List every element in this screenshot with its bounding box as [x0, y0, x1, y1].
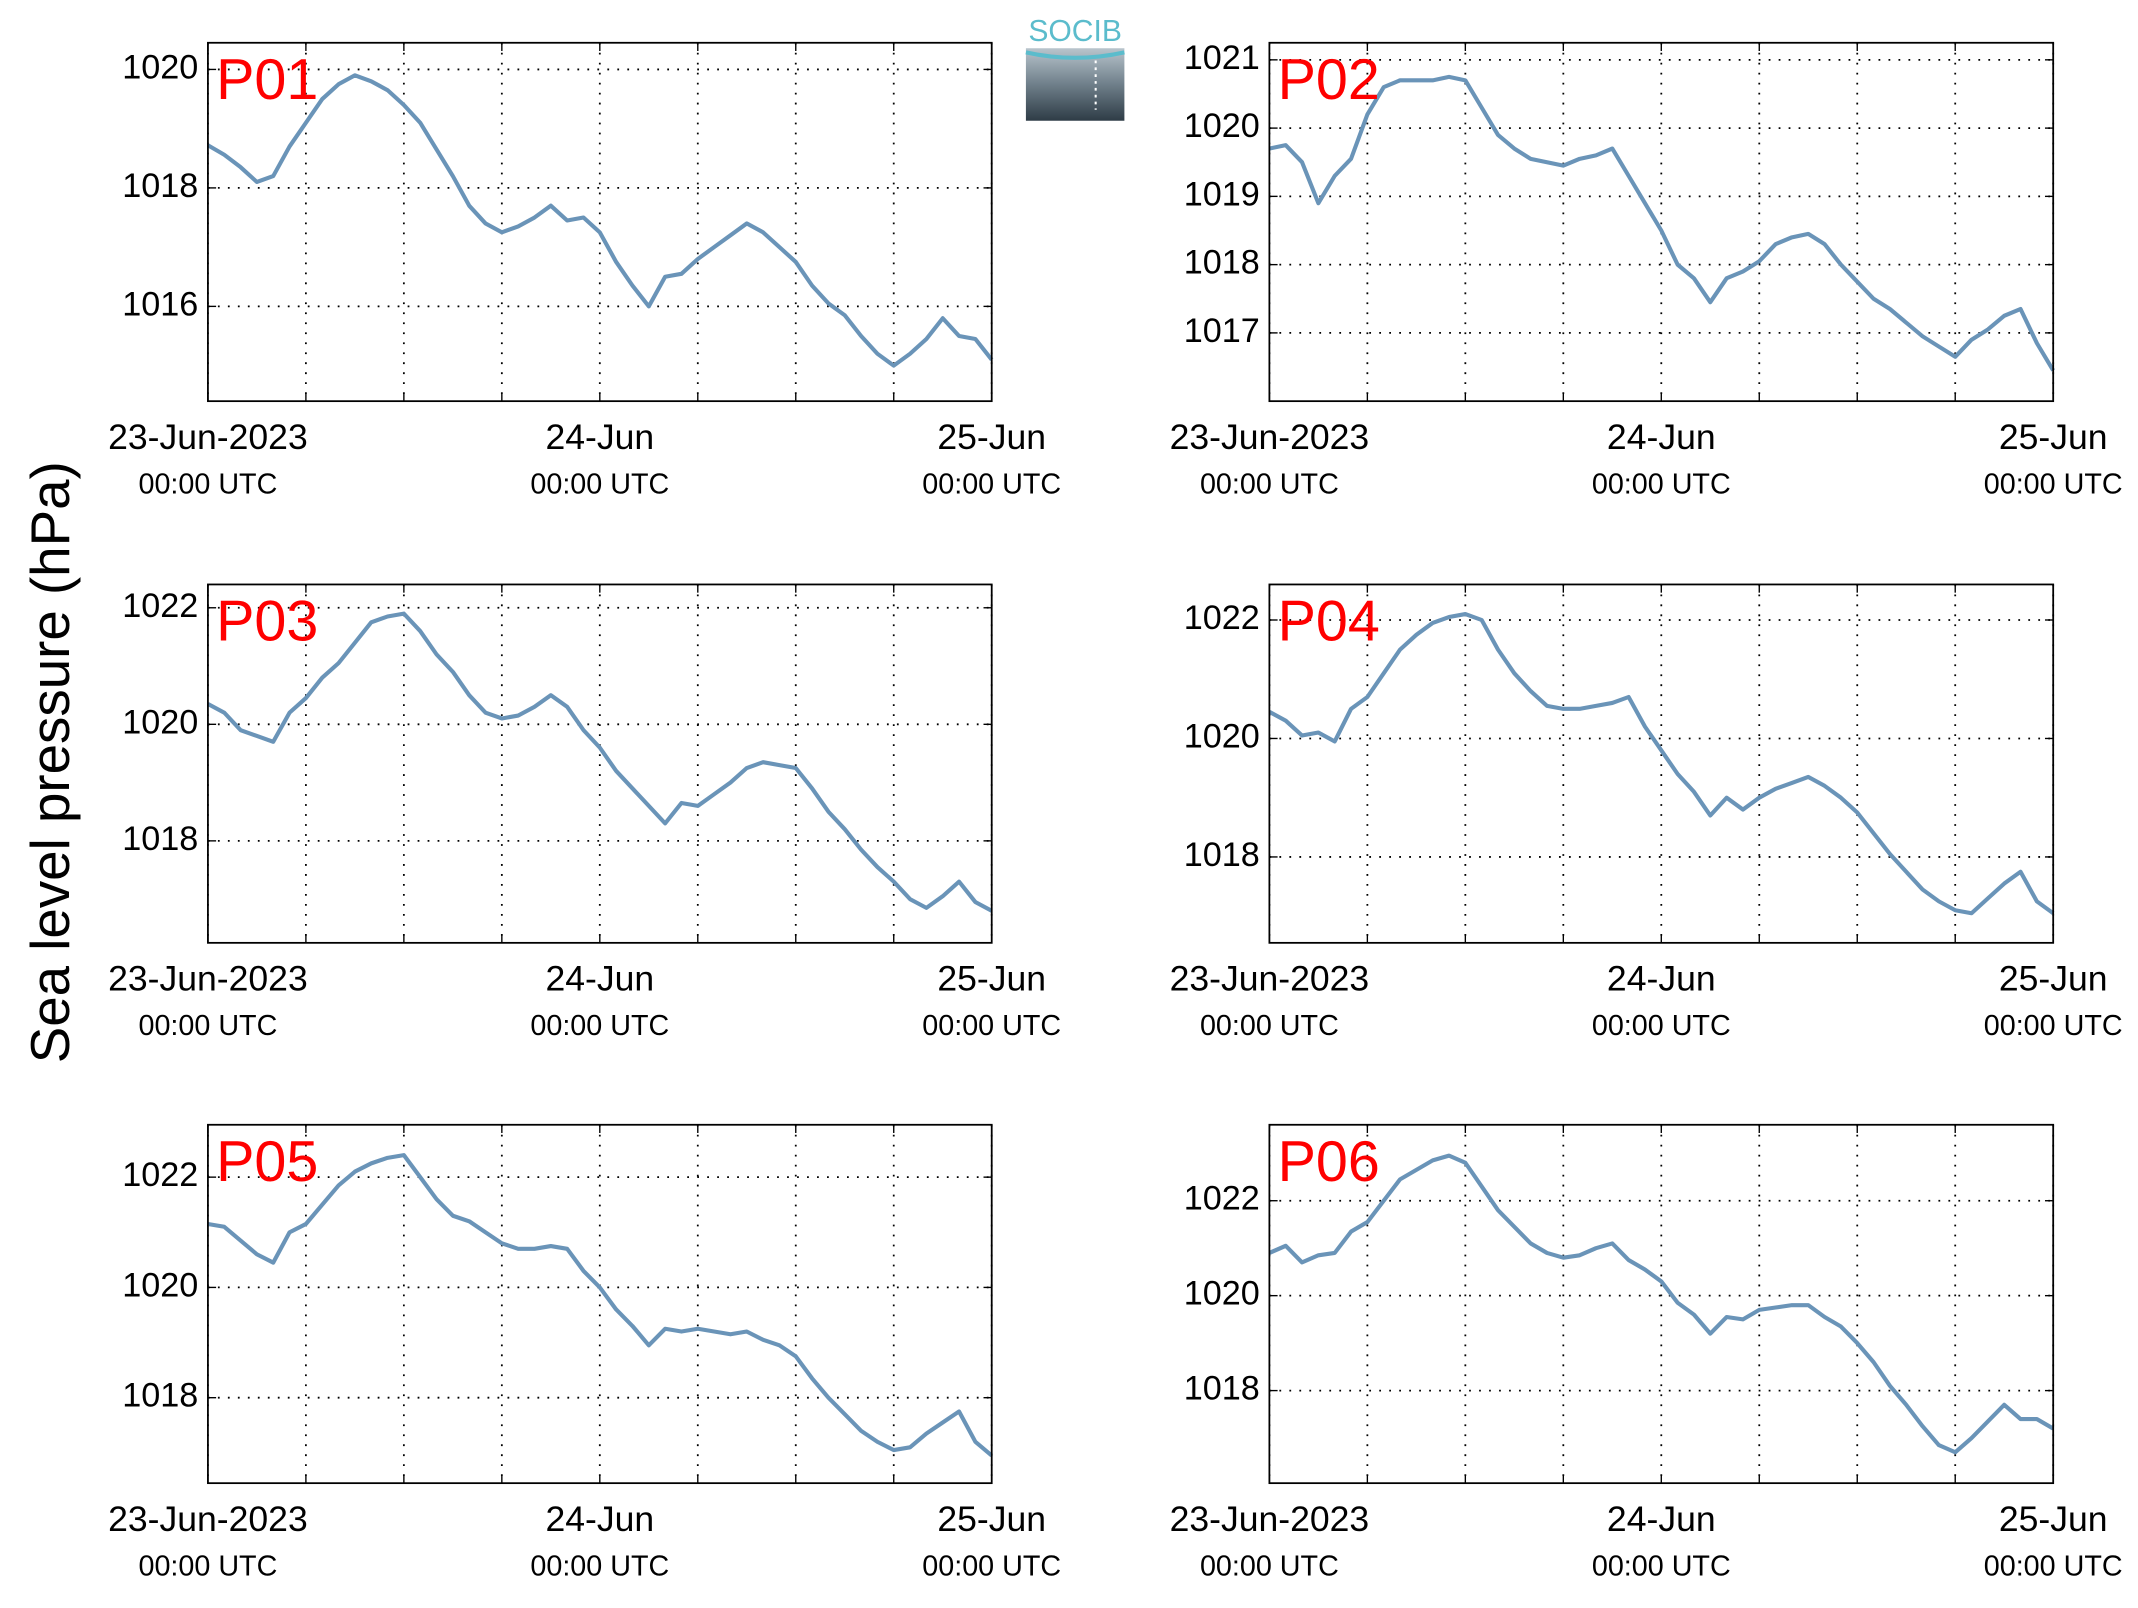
x-tick-sublabel: 00:00 UTC	[530, 1010, 669, 1042]
x-tick-sublabel: 00:00 UTC	[1592, 469, 1731, 501]
x-tick-sublabel: 00:00 UTC	[922, 1551, 1061, 1583]
panel-title: P02	[1278, 48, 1380, 112]
x-tick-sublabel: 00:00 UTC	[1200, 1010, 1339, 1042]
x-tick-sublabel: 00:00 UTC	[1984, 469, 2123, 501]
x-tick-label: 25-Jun	[937, 417, 1046, 457]
y-tick-label: 1020	[122, 703, 198, 741]
y-tick-label: 1018	[122, 820, 198, 858]
panel-title: P01	[216, 48, 318, 112]
x-tick-label: 25-Jun	[1999, 417, 2108, 457]
y-tick-label: 1019	[1184, 175, 1260, 213]
logo-box	[1025, 48, 1125, 121]
x-tick-sublabel: 00:00 UTC	[138, 469, 277, 501]
y-tick-label: 1018	[1184, 1370, 1260, 1408]
data-line	[207, 1153, 994, 1458]
logo-text: SOCIB	[1028, 15, 1122, 48]
x-tick-sublabel: 00:00 UTC	[1592, 1551, 1731, 1583]
x-tick-sublabel: 00:00 UTC	[922, 469, 1061, 501]
plot-area	[1269, 1124, 2054, 1484]
panel-title: P04	[1278, 590, 1380, 654]
panel: 23-Jun-2023 00:00 UTC 24-Jun 00:00 UTC 25-Ju…	[108, 583, 1061, 1042]
data-line	[206, 611, 993, 913]
x-tick-label: 23-Jun-2023	[108, 1499, 308, 1539]
y-tick-label: 1020	[1184, 718, 1260, 756]
x-tick-label: 24-Jun	[545, 1499, 654, 1539]
y-tick-label: 1022	[1184, 599, 1260, 637]
y-tick-label: 1020	[1184, 107, 1260, 145]
x-tick-sublabel: 00:00 UTC	[1200, 1551, 1339, 1583]
plot-area	[1269, 42, 2054, 402]
logo: SOCIB	[1025, 15, 1125, 121]
x-tick-label: 25-Jun	[1999, 959, 2108, 999]
data-line	[1268, 1153, 2055, 1455]
x-tick-label: 24-Jun	[1607, 417, 1716, 457]
plot-area	[207, 42, 992, 402]
panel: 23-Jun-2023 00:00 UTC 24-Jun 00:00 UTC 25-Ju…	[108, 1123, 1061, 1583]
y-tick-label: 1018	[122, 1377, 198, 1415]
x-tick-sublabel: 00:00 UTC	[922, 1010, 1061, 1042]
x-tick-sublabel: 00:00 UTC	[1984, 1010, 2123, 1042]
data-line	[1268, 74, 2055, 372]
data-line	[206, 73, 994, 368]
x-tick-label: 23-Jun-2023	[1170, 417, 1370, 457]
x-tick-sublabel: 00:00 UTC	[1984, 1551, 2123, 1583]
x-tick-label: 25-Jun	[937, 1499, 1046, 1539]
y-tick-label: 1020	[1184, 1275, 1260, 1313]
plot-frame	[1268, 583, 2055, 944]
plot-area	[207, 1124, 992, 1484]
plot-area	[207, 584, 992, 943]
panel: 23-Jun-2023 00:00 UTC 24-Jun 00:00 UTC 25-Ju…	[108, 41, 1061, 501]
plot-frame	[1268, 41, 2055, 403]
y-tick-label: 1021	[1184, 39, 1260, 77]
x-tick-sublabel: 00:00 UTC	[530, 1551, 669, 1583]
plot-frame	[207, 41, 993, 403]
y-tick-label: 1022	[1184, 1180, 1260, 1218]
panel: 23-Jun-2023 00:00 UTC 24-Jun 00:00 UTC 25-Ju…	[1170, 39, 2123, 501]
logo-wave	[1025, 50, 1125, 60]
x-tick-label: 25-Jun	[937, 959, 1046, 999]
x-tick-label: 25-Jun	[1999, 1499, 2108, 1539]
y-tick-label: 1020	[122, 48, 198, 86]
x-tick-sublabel: 00:00 UTC	[1592, 1010, 1731, 1042]
y-tick-label: 1022	[122, 587, 198, 625]
y-tick-label: 1018	[122, 167, 198, 205]
y-tick-label: 1017	[1184, 312, 1260, 350]
x-tick-label: 23-Jun-2023	[108, 959, 308, 999]
plot-frame	[207, 583, 993, 944]
y-tick-label: 1018	[1184, 836, 1260, 874]
x-tick-sublabel: 00:00 UTC	[530, 469, 669, 501]
y-tick-label: 1018	[1184, 244, 1260, 282]
x-tick-label: 24-Jun	[1607, 1499, 1716, 1539]
x-tick-label: 24-Jun	[545, 417, 654, 457]
x-tick-label: 23-Jun-2023	[108, 417, 308, 457]
panel-title: P03	[216, 590, 318, 654]
panel-title: P06	[1278, 1130, 1380, 1194]
x-tick-label: 23-Jun-2023	[1170, 959, 1370, 999]
panel-title: P05	[216, 1130, 318, 1194]
x-tick-label: 24-Jun	[1607, 959, 1716, 999]
data-line	[1268, 612, 2055, 916]
x-tick-sublabel: 00:00 UTC	[138, 1551, 277, 1583]
x-tick-sublabel: 00:00 UTC	[1200, 469, 1339, 501]
plot-area	[1269, 584, 2054, 943]
y-axis-label: Sea level pressure (hPa)	[19, 461, 81, 1063]
x-tick-sublabel: 00:00 UTC	[138, 1010, 277, 1042]
y-tick-label: 1016	[122, 285, 198, 323]
y-tick-label: 1020	[122, 1266, 198, 1304]
x-tick-label: 24-Jun	[545, 959, 654, 999]
plot-frame	[207, 1123, 993, 1485]
x-tick-label: 23-Jun-2023	[1170, 1499, 1370, 1539]
plot-frame	[1268, 1123, 2055, 1485]
panel: 23-Jun-2023 00:00 UTC 24-Jun 00:00 UTC 25-Ju…	[1170, 1123, 2123, 1583]
panel: 23-Jun-2023 00:00 UTC 24-Jun 00:00 UTC 25-Ju…	[1170, 583, 2123, 1042]
y-tick-label: 1022	[122, 1156, 198, 1194]
